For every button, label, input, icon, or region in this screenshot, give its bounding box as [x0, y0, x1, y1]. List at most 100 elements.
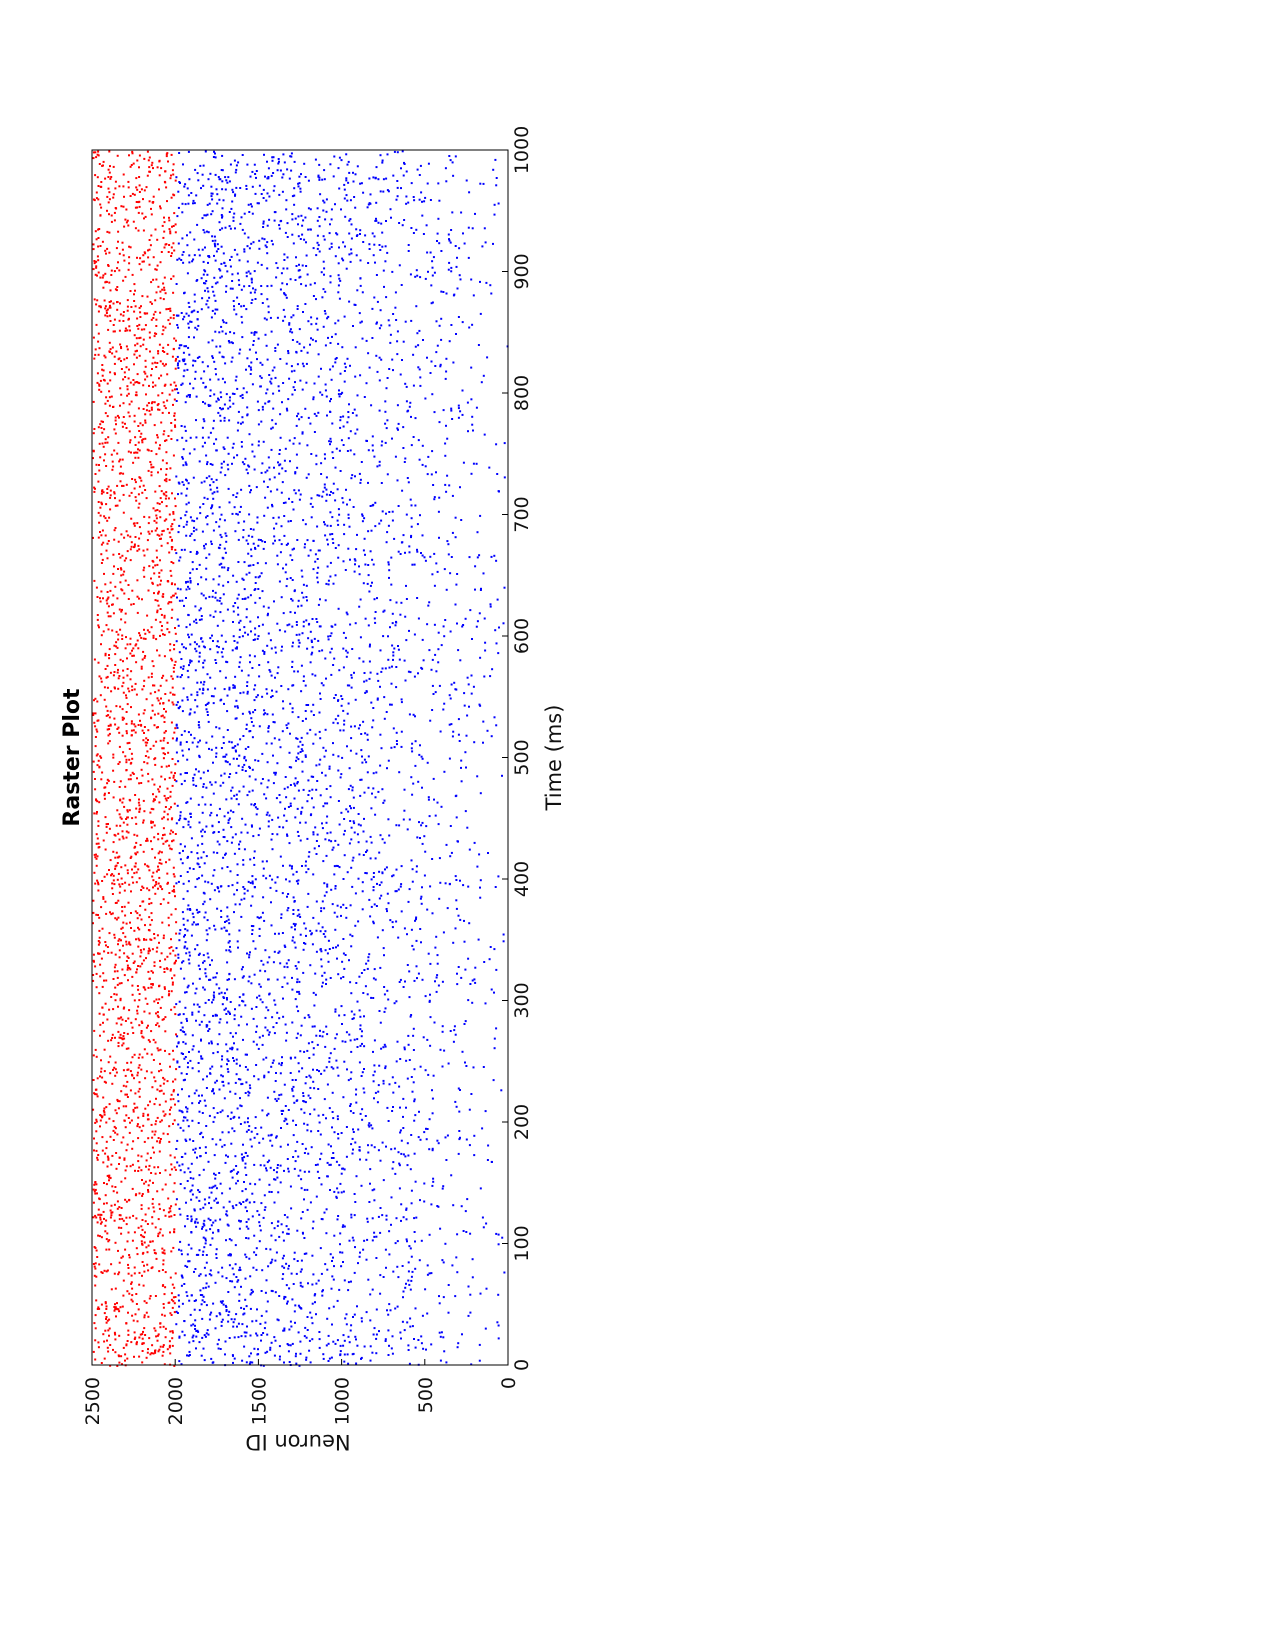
spike-point	[235, 798, 238, 801]
spike-point	[286, 786, 289, 789]
spike-point	[215, 1197, 218, 1200]
spike-point	[438, 536, 440, 539]
spike-point	[236, 863, 239, 866]
spike-point	[204, 246, 206, 249]
spike-point	[278, 1062, 281, 1065]
spike-point	[364, 732, 367, 735]
spike-point	[279, 1145, 282, 1148]
spike-point	[214, 259, 217, 262]
spike-point	[264, 496, 267, 499]
spike-point	[354, 1141, 357, 1144]
spike-point	[178, 599, 181, 602]
spike-point	[307, 207, 310, 210]
spike-point	[326, 952, 329, 955]
spike-point	[212, 419, 215, 422]
spike-point	[369, 915, 372, 918]
spike-point	[208, 1202, 210, 1205]
spike-point	[345, 1323, 348, 1326]
spike-point	[335, 1059, 338, 1062]
spike-point	[291, 939, 294, 942]
spike-point	[355, 752, 358, 755]
spike-point	[431, 1089, 433, 1092]
spike-point	[187, 585, 189, 588]
spike-point	[208, 202, 211, 205]
spike-point	[318, 1346, 321, 1349]
spike-point	[176, 439, 179, 442]
spike-point	[182, 1013, 185, 1016]
spike-point	[176, 587, 179, 590]
spike-point	[385, 1218, 388, 1221]
spike-point	[311, 618, 314, 620]
spike-point	[186, 919, 189, 922]
spike-point	[300, 810, 303, 813]
spike-point	[230, 1111, 233, 1114]
spike-point	[278, 449, 281, 451]
spike-point	[279, 551, 282, 554]
spike-point	[329, 977, 332, 979]
spike-point	[413, 633, 416, 636]
spike-point	[371, 444, 374, 447]
spike-point	[205, 741, 208, 744]
spike-point	[230, 360, 233, 363]
spike-point	[291, 976, 293, 979]
spike-point	[424, 1288, 427, 1291]
spike-point	[258, 575, 261, 578]
spike-point	[410, 1134, 413, 1136]
spike-point	[376, 597, 378, 600]
spike-point	[334, 322, 337, 325]
spike-point	[265, 1310, 268, 1313]
spike-point	[311, 651, 314, 654]
spike-point	[203, 231, 206, 234]
spike-point	[212, 1185, 215, 1188]
spike-point	[238, 1219, 240, 1222]
spike-point	[208, 1318, 211, 1321]
spike-point	[437, 217, 440, 220]
spike-point	[217, 397, 219, 400]
spike-point	[332, 1256, 334, 1259]
spike-point	[280, 1127, 282, 1129]
spike-point	[269, 1139, 272, 1142]
spike-point	[490, 292, 493, 295]
spike-point	[282, 173, 285, 176]
spike-point	[432, 777, 435, 780]
spike-point	[318, 763, 321, 766]
spike-point	[268, 195, 271, 198]
spike-point	[280, 685, 283, 687]
spike-point	[290, 370, 293, 373]
spike-point	[215, 373, 217, 376]
spike-point	[263, 1208, 266, 1211]
spike-point	[399, 1129, 402, 1132]
spike-point	[187, 958, 190, 961]
spike-point	[329, 651, 332, 654]
spike-point	[206, 230, 208, 233]
spike-point	[186, 1217, 189, 1220]
spike-point	[209, 781, 212, 784]
spike-point	[383, 696, 386, 699]
spike-point	[413, 1231, 416, 1233]
spike-point	[255, 1006, 258, 1008]
spike-point	[342, 415, 345, 418]
spike-point	[204, 543, 207, 546]
spike-point	[215, 983, 218, 986]
spike-point	[260, 376, 263, 379]
spike-point	[385, 177, 388, 180]
spike-point	[341, 960, 344, 963]
spike-point	[279, 358, 282, 360]
spike-point	[390, 1223, 392, 1226]
spike-point	[246, 1154, 249, 1157]
spike-point	[276, 1224, 279, 1227]
spike-point	[219, 533, 222, 536]
spike-point	[251, 929, 254, 932]
spike-point	[445, 424, 447, 427]
spike-point	[233, 393, 236, 395]
spike-point	[380, 358, 383, 361]
spike-point	[178, 1000, 181, 1003]
spike-point	[188, 1341, 191, 1344]
spike-point	[215, 438, 218, 441]
spike-point	[336, 1115, 339, 1118]
spike-point	[283, 534, 286, 537]
spike-point	[212, 994, 215, 997]
spike-point	[301, 632, 304, 635]
spike-point	[222, 742, 225, 744]
spike-point	[177, 326, 179, 329]
